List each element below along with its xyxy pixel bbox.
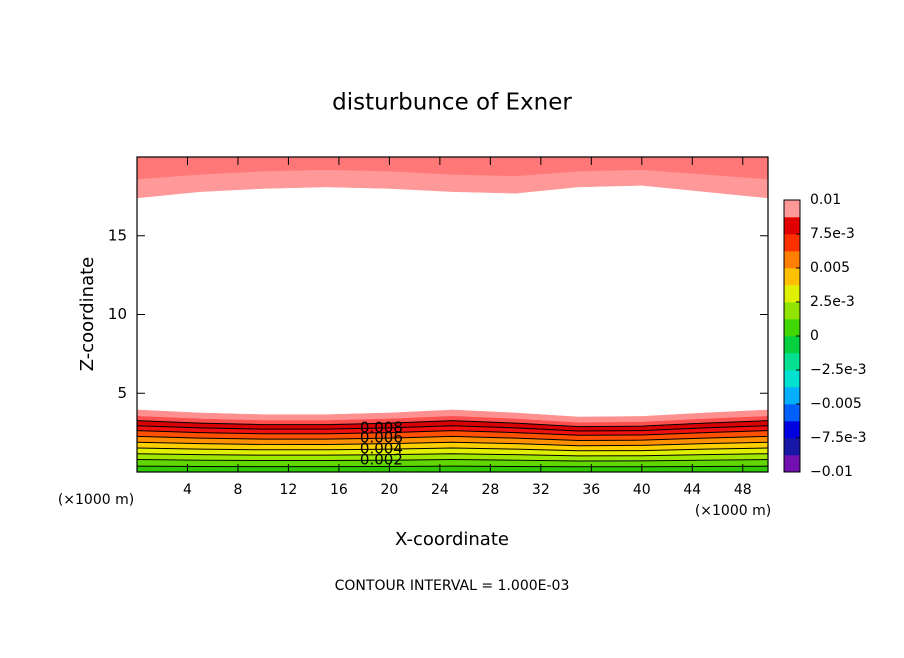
- x-tick-label: 28: [481, 482, 499, 498]
- x-tick-label: 44: [683, 482, 701, 498]
- x-tick-label: 8: [233, 482, 242, 498]
- colorbar-tick-label: 7.5e-3: [810, 226, 855, 242]
- colorbar-band: [784, 370, 800, 388]
- colorbar-band: [784, 217, 800, 235]
- y-tick-label: 5: [117, 384, 127, 402]
- colorbar-band: [784, 251, 800, 269]
- colorbar-band: [784, 268, 800, 286]
- colorbar-band: [784, 336, 800, 354]
- colorbar-band: [784, 404, 800, 422]
- x-tick-label: 32: [532, 482, 550, 498]
- y-axis-label: Z-coordinate: [77, 257, 98, 372]
- colorbar-tick-label: −7.5e-3: [810, 430, 867, 446]
- contour-line: [136, 430, 769, 436]
- contour-line: [136, 420, 769, 428]
- x-axis-label: X-coordinate: [395, 529, 509, 550]
- x-tick-label: 16: [330, 482, 348, 498]
- x-tick-label: 36: [582, 482, 600, 498]
- contour-line: [136, 447, 769, 452]
- chart-title: disturbunce of Exner: [332, 90, 572, 116]
- x-unit: (×1000 m): [695, 503, 771, 519]
- contour-label: 0.008: [360, 418, 403, 436]
- contour-line: [136, 441, 769, 447]
- y-tick-label: 10: [108, 305, 127, 323]
- colorbar-tick-label: 0: [810, 328, 819, 344]
- colorbar-band: [784, 234, 800, 252]
- colorbar-tick-label: −0.01: [810, 464, 853, 480]
- contour-line: [136, 465, 769, 468]
- colorbar-band: [784, 200, 800, 218]
- colorbar-band: [784, 387, 800, 405]
- colorbar-tick-label: 0.01: [810, 192, 841, 208]
- colorbar-tick-label: 0.005: [810, 260, 850, 276]
- y-tick-label: 15: [108, 226, 127, 244]
- footer-note: CONTOUR INTERVAL = 1.000E-03: [335, 578, 570, 594]
- contour-label: 0.002: [360, 451, 403, 469]
- x-tick-label: 20: [380, 482, 398, 498]
- colorbar-tick-label: −0.005: [810, 396, 862, 412]
- x-tick-label: 12: [280, 482, 298, 498]
- colorbar-band: [784, 455, 800, 473]
- colorbar-tick-label: −2.5e-3: [810, 362, 867, 378]
- x-tick-label: 48: [734, 482, 752, 498]
- contour-label: 0.006: [360, 429, 403, 447]
- contour-line: [136, 425, 769, 432]
- contour-line: [136, 453, 769, 457]
- colorbar-band: [784, 438, 800, 456]
- contour-line: [136, 459, 769, 462]
- colorbar-band: [784, 421, 800, 439]
- x-tick-label: 40: [633, 482, 651, 498]
- colorbar-band: [784, 302, 800, 320]
- x-tick-label: 24: [431, 482, 449, 498]
- colorbar-band: [784, 285, 800, 303]
- y-unit: (×1000 m): [58, 492, 134, 508]
- x-tick-label: 4: [183, 482, 192, 498]
- colorbar-band: [784, 353, 800, 371]
- colorbar-tick-label: 2.5e-3: [810, 294, 855, 310]
- contour-label: 0.004: [360, 440, 403, 458]
- contour-line: [136, 435, 769, 442]
- colorbar-band: [784, 319, 800, 337]
